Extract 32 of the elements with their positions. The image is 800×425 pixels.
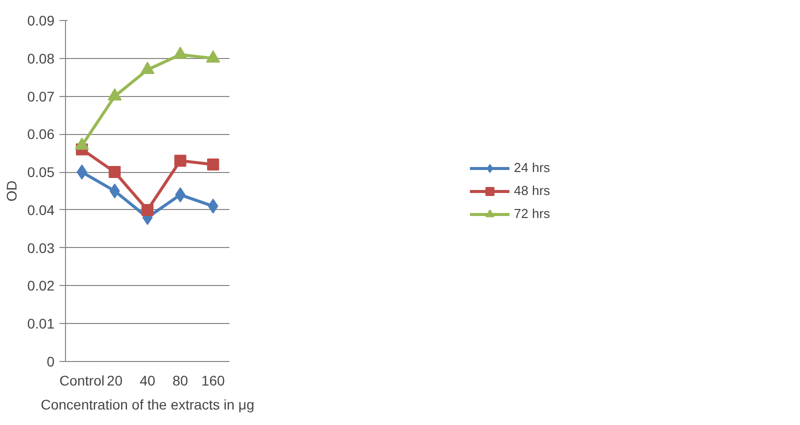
y-tick-label: 0.09 [27,12,55,28]
point [142,204,154,216]
point [108,88,122,101]
x-axis-title: Concentration of the extracts in μg [40,396,254,412]
y-tick-label: 0 [46,354,55,370]
point [207,158,220,170]
legend-label: 24 hrs [514,160,550,175]
point [110,184,120,198]
x-tick-label: 20 [106,372,123,388]
point [173,46,188,59]
y-tick-label: 0.02 [27,278,55,294]
y-tick-label: 0.04 [27,202,55,218]
y-tick-label: 0.05 [27,164,55,180]
x-tick-label: Control [59,372,104,388]
point [76,164,88,180]
point [208,198,218,214]
point [108,166,121,178]
point [140,62,154,74]
y-axis-title: OD [3,180,20,202]
point [74,138,89,150]
y-tick-label: 0.06 [27,126,55,142]
y-tick-label: 0.01 [27,316,55,332]
y-tick-label: 0.07 [27,88,55,104]
point [174,154,186,167]
x-tick-label: 80 [172,372,188,388]
legend-label: 72 hrs [514,206,550,221]
y-tick-label: 0.03 [27,240,55,256]
x-tick-label: 40 [140,372,156,388]
legend-label: 48 hrs [514,183,550,198]
x-tick-label: 160 [201,372,225,388]
y-tick-label: 0.08 [27,50,55,66]
point [206,50,220,63]
